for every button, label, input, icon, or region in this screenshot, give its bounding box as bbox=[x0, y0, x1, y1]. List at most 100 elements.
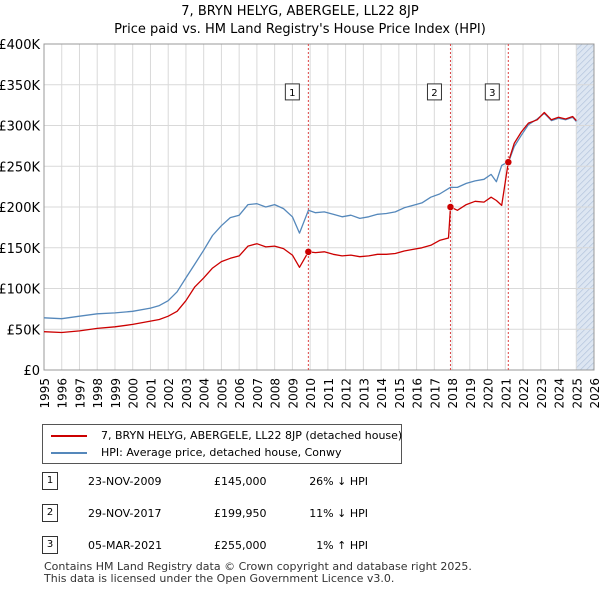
x-tick-label: 2016 bbox=[411, 378, 425, 409]
legend: 7, BRYN HELYG, ABERGELE, LL22 8JP (detac… bbox=[42, 424, 402, 464]
forecast-hatch bbox=[575, 44, 594, 63]
x-tick-label: 2010 bbox=[304, 378, 318, 409]
row-hpi: 11% ↓ HPI bbox=[309, 507, 368, 520]
x-tick-label: 1999 bbox=[109, 378, 123, 409]
forecast-hatch bbox=[575, 145, 594, 165]
x-tick-label: 2014 bbox=[375, 378, 389, 409]
x-tick-label: 2020 bbox=[482, 378, 496, 409]
sale-3-badge-label: 3 bbox=[489, 88, 495, 99]
sale-2-badge-label: 2 bbox=[431, 88, 437, 99]
x-tick-label: 2011 bbox=[322, 378, 336, 409]
forecast-hatch bbox=[575, 295, 594, 315]
forecast-hatch bbox=[575, 271, 594, 291]
forecast-hatch bbox=[576, 44, 577, 45]
forecast-hatch bbox=[575, 49, 594, 69]
y-tick-label: £350K bbox=[0, 79, 40, 94]
forecast-hatch bbox=[575, 169, 594, 189]
x-tick-label: 2012 bbox=[340, 378, 354, 409]
sale-3-badge bbox=[484, 83, 500, 101]
table-row: 3 05-MAR-2021 £255,000 1% ↑ HPI bbox=[42, 536, 382, 556]
forecast-hatch bbox=[575, 241, 594, 261]
x-tick-label: 1995 bbox=[38, 378, 52, 409]
forecast-hatch bbox=[575, 301, 594, 321]
sale-1-badge-label: 1 bbox=[289, 88, 295, 99]
forecast-hatch bbox=[575, 229, 594, 249]
forecast-hatch bbox=[575, 127, 594, 147]
forecast-hatch bbox=[575, 139, 594, 159]
footer-licence: This data is licensed under the Open Gov… bbox=[44, 572, 395, 585]
x-tick-label: 2013 bbox=[357, 378, 371, 409]
price-chart: £0 £50K £100K £150K £200K £250K £300K £350K £400… bbox=[0, 38, 600, 409]
forecast-hatch bbox=[575, 175, 594, 195]
row-date: 05-MAR-2021 bbox=[88, 539, 163, 552]
x-tick-label: 2008 bbox=[269, 378, 283, 409]
table-row: 1 23-NOV-2009 £145,000 26% ↓ HPI bbox=[42, 472, 382, 492]
x-tick-label: 2006 bbox=[233, 378, 247, 409]
forecast-hatch bbox=[575, 343, 594, 363]
forecast-hatch bbox=[575, 259, 594, 279]
sale-2-point bbox=[446, 203, 455, 211]
forecast-hatch bbox=[575, 277, 594, 297]
legend-swatch-property bbox=[51, 435, 87, 437]
y-tick-label: £400K bbox=[0, 38, 40, 53]
y-tick-label: £200K bbox=[0, 201, 40, 216]
forecast-hatch bbox=[575, 79, 594, 99]
legend-label-hpi: HPI: Average price, detached house, Conw… bbox=[101, 446, 342, 459]
forecast-hatch bbox=[575, 235, 594, 255]
forecast-hatch bbox=[575, 205, 594, 225]
x-tick-label: 1997 bbox=[73, 378, 87, 409]
x-tick-label: 2015 bbox=[393, 378, 407, 409]
row-price: £199,950 bbox=[214, 507, 267, 520]
row-badge: 3 bbox=[42, 536, 58, 554]
row-hpi: 26% ↓ HPI bbox=[309, 475, 368, 488]
footer-copyright: Contains HM Land Registry data © Crown c… bbox=[44, 560, 472, 573]
forecast-hatch bbox=[575, 67, 594, 87]
forecast-hatch bbox=[575, 181, 594, 201]
forecast-hatch bbox=[579, 355, 594, 370]
chart-subtitle: Price paid vs. HM Land Registry's House … bbox=[114, 22, 486, 37]
sale-1-badge bbox=[284, 83, 300, 101]
x-tick-label: 1998 bbox=[91, 378, 105, 409]
sale-1-point bbox=[304, 248, 313, 256]
forecast-hatch bbox=[575, 55, 594, 75]
y-tick-label: £0 bbox=[23, 364, 40, 379]
forecast-hatch bbox=[575, 307, 594, 327]
x-tick-label: 2024 bbox=[553, 378, 567, 409]
forecast-hatch bbox=[575, 73, 594, 93]
forecast-hatch bbox=[575, 193, 594, 213]
forecast-hatch bbox=[575, 337, 594, 357]
forecast-hatch bbox=[575, 103, 594, 123]
sale-3-point bbox=[504, 158, 513, 166]
x-tick-label: 2023 bbox=[535, 378, 549, 409]
y-tick-label: £50K bbox=[7, 323, 41, 338]
forecast-hatch bbox=[575, 349, 594, 369]
sale-2-badge bbox=[426, 83, 442, 101]
forecast-hatch bbox=[575, 331, 594, 351]
forecast-hatch bbox=[575, 163, 594, 183]
forecast-hatch bbox=[575, 157, 594, 177]
x-tick-label: 2003 bbox=[180, 378, 194, 409]
legend-swatch-hpi bbox=[51, 452, 87, 454]
y-tick-label: £100K bbox=[0, 283, 40, 298]
y-tick-label: £300K bbox=[0, 120, 40, 135]
x-tick-label: 2021 bbox=[499, 378, 513, 409]
legend-item-hpi: HPI: Average price, detached house, Conw… bbox=[51, 445, 391, 461]
forecast-hatch bbox=[575, 44, 589, 57]
row-badge: 2 bbox=[42, 504, 58, 522]
forecast-hatch bbox=[575, 247, 594, 267]
forecast-hatch bbox=[575, 97, 594, 117]
table-row: 2 29-NOV-2017 £199,950 11% ↓ HPI bbox=[42, 504, 382, 524]
x-tick-label: 2026 bbox=[588, 378, 600, 409]
legend-label-property: 7, BRYN HELYG, ABERGELE, LL22 8JP (detac… bbox=[101, 429, 403, 442]
x-tick-label: 2007 bbox=[251, 378, 265, 409]
forecast-hatch bbox=[575, 187, 594, 207]
forecast-hatch bbox=[575, 61, 594, 81]
x-tick-label: 2004 bbox=[198, 378, 212, 409]
x-tick-label: 1996 bbox=[56, 378, 70, 409]
forecast-hatch bbox=[575, 253, 594, 273]
row-date: 23-NOV-2009 bbox=[88, 475, 162, 488]
chart-title: 7, BRYN HELYG, ABERGELE, LL22 8JP bbox=[181, 4, 419, 19]
row-badge: 1 bbox=[42, 472, 58, 490]
y-tick-label: £250K bbox=[0, 160, 40, 175]
x-tick-label: 2025 bbox=[570, 378, 584, 409]
